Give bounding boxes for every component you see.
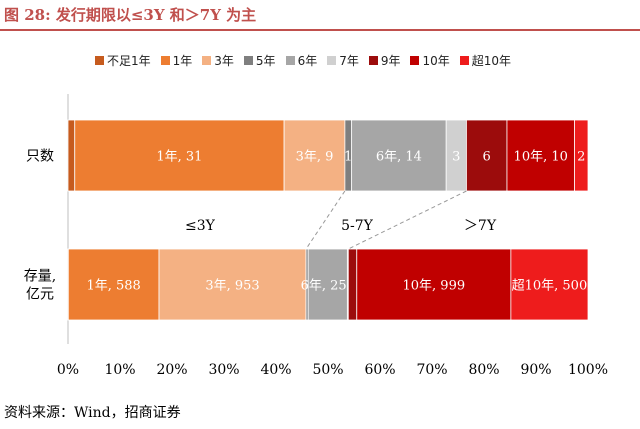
x-tick-label: 10%	[104, 362, 135, 378]
data-label: 6年, 14	[376, 150, 422, 165]
legend-item: 6年	[285, 52, 318, 69]
data-label: 1年, 588	[86, 279, 140, 294]
x-tick-label: 20%	[156, 362, 187, 378]
bar-segment	[574, 119, 589, 192]
bar-segment	[510, 248, 589, 321]
legend-swatch	[95, 56, 104, 65]
x-tick-label: 70%	[416, 362, 447, 378]
category-label: 只数	[26, 149, 54, 165]
data-label: 3	[452, 150, 460, 165]
stacked-bar-chart: 1年, 31 3年, 9 1 6年, 14 3 6 10年, 10 2 只数 1年, 588 3年,…	[24, 94, 608, 378]
legend-item: 3年	[202, 52, 234, 69]
legend-label: 7年	[339, 54, 359, 68]
legend-swatch	[327, 56, 337, 65]
legend-swatch	[202, 56, 212, 65]
legend-swatch	[243, 56, 253, 65]
data-label: 3年, 953	[205, 279, 259, 294]
legend-label: 超10年	[471, 54, 512, 68]
data-label: 3年, 9	[296, 150, 334, 165]
legend: 不足1年 1年 3年 5年 6年 7年 9年 10年 超10年	[95, 52, 511, 69]
x-tick-label: 50%	[312, 362, 343, 378]
legend-swatch	[410, 56, 420, 65]
legend-label: 3年	[214, 54, 234, 68]
bar-segment	[283, 119, 346, 192]
bar-segment	[466, 119, 508, 192]
figure-title: 图 28: 发行期限以≤3Y 和＞7Y 为主	[4, 6, 257, 24]
data-label: 6年, 254	[301, 279, 355, 294]
x-tick-label: 60%	[364, 362, 395, 378]
legend-label: 10年	[422, 54, 450, 68]
legend-item: 9年	[368, 52, 401, 69]
legend-label: 1年	[172, 54, 193, 68]
data-label: 6	[483, 150, 491, 165]
title-rule	[0, 29, 640, 31]
data-label: 10年, 999	[403, 279, 466, 294]
category-label: 存量,	[24, 269, 56, 285]
bar-segment	[506, 119, 575, 192]
data-label: 10年, 10	[514, 150, 568, 165]
legend-label: 不足1年	[107, 54, 151, 68]
x-tick-label: 40%	[260, 362, 291, 378]
bar-segment	[158, 248, 307, 321]
x-tick-label: 30%	[208, 362, 239, 378]
legend-swatch	[160, 56, 170, 65]
legend-label: 6年	[297, 54, 318, 68]
bar-segment	[67, 119, 76, 192]
bar-segment	[307, 248, 348, 321]
legend-swatch	[368, 56, 378, 65]
category-label: 亿元	[26, 287, 54, 303]
legend-swatch	[285, 56, 295, 65]
bar-segment	[74, 119, 285, 192]
group-label: ＞7Y	[464, 218, 497, 234]
legend-item: 10年	[410, 52, 450, 69]
bar-segment	[356, 248, 512, 321]
x-tick-label: 0%	[57, 362, 79, 378]
legend-item: 7年	[327, 52, 359, 69]
bar-segment	[351, 119, 447, 192]
data-label: 1	[344, 150, 352, 165]
x-tick-label: 80%	[468, 362, 499, 378]
legend-label: 5年	[255, 54, 276, 68]
legend-item: 1年	[160, 52, 193, 69]
legend-item: 5年	[243, 52, 276, 69]
data-label: 超10年, 500	[512, 279, 588, 294]
group-connector	[305, 190, 346, 250]
source-note: 资料来源：Wind，招商证券	[4, 405, 181, 421]
data-label: 2	[577, 150, 585, 165]
bar-segment	[347, 248, 358, 321]
legend-swatch	[459, 56, 469, 65]
group-connector	[348, 190, 467, 250]
group-label: 5-7Y	[341, 218, 374, 234]
legend-label: 9年	[380, 54, 401, 68]
data-label: 1年, 31	[156, 150, 202, 165]
legend-item: 超10年	[459, 52, 512, 69]
legend-item: 不足1年	[95, 52, 151, 69]
x-tick-label: 100%	[568, 362, 608, 378]
bar-segment	[67, 248, 160, 321]
x-tick-label: 90%	[520, 362, 551, 378]
group-label: ≤3Y	[185, 218, 216, 234]
